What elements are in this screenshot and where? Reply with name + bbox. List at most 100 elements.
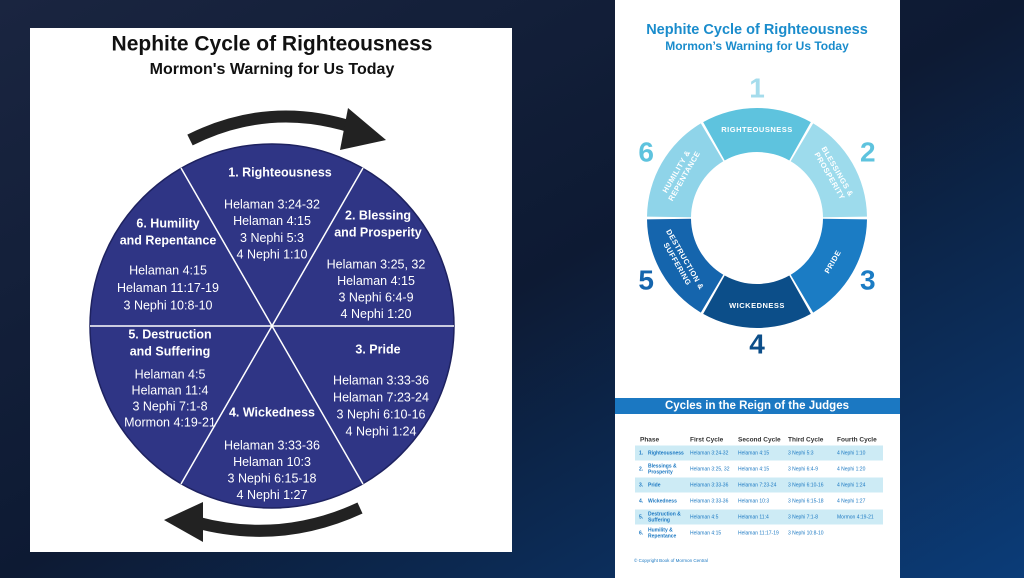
row-number: 3. (639, 482, 644, 488)
row-cell: 3 Nephi 6:15-18 (788, 498, 824, 504)
segment-label: WICKEDNESS (729, 301, 785, 310)
sector-reference: Helaman 3:24-32 (224, 197, 320, 211)
sector-reference: Helaman 11:4 (132, 383, 209, 397)
row-phase: Wickedness (648, 498, 677, 504)
row-cell: Helaman 3:33-36 (690, 482, 729, 488)
table-header: First Cycle (690, 437, 724, 444)
sector-reference: Helaman 3:33-36 (333, 373, 429, 387)
row-cell: 4 Nephi 1:27 (837, 498, 866, 504)
ring-segment (790, 218, 867, 313)
ring-segment (703, 108, 811, 161)
left-subtitle: Mormon's Warning for Us Today (150, 61, 395, 78)
row-background (635, 445, 883, 461)
arrow-bottom-head (164, 502, 203, 542)
sector-title: and Prosperity (334, 225, 422, 239)
sector-reference: 3 Nephi 6:10-16 (337, 407, 426, 421)
sector-reference: Helaman 4:15 (129, 263, 207, 277)
row-phase: Humility & (648, 527, 673, 533)
sector-reference: Mormon 4:19-21 (124, 415, 216, 429)
row-cell: Mormon 4:19-21 (837, 514, 874, 520)
sector-reference: 3 Nephi 10:8-10 (124, 298, 213, 312)
ring-segment (647, 218, 724, 313)
row-phase: Suffering (648, 517, 670, 523)
sector-reference: Helaman 7:23-24 (333, 390, 429, 404)
row-cell: Helaman 11:17-19 (738, 530, 779, 536)
segment-label: RIGHTEOUSNESS (721, 125, 793, 134)
sector-dividers (90, 167, 454, 485)
row-number: 1. (639, 450, 644, 456)
table-header: Phase (640, 437, 660, 444)
sector-reference: 3 Nephi 5:3 (240, 231, 304, 245)
row-cell: 3 Nephi 6:10-16 (788, 482, 824, 488)
row-cell: Helaman 4:5 (690, 514, 719, 520)
arrow-bottom (193, 502, 363, 537)
sector-reference: Helaman 3:33-36 (224, 438, 320, 452)
row-cell: Helaman 4:15 (738, 466, 769, 472)
arrow-top-head (340, 108, 386, 150)
sector-reference: 4 Nephi 1:10 (237, 248, 308, 262)
sector-reference: 3 Nephi 6:4-9 (338, 290, 413, 304)
row-cell: Helaman 4:15 (738, 450, 769, 456)
ring-segment (790, 123, 867, 218)
row-cell: Helaman 3:25, 32 (690, 466, 730, 472)
row-phase: Repentance (648, 533, 677, 539)
row-cell: Helaman 7:23-24 (738, 482, 777, 488)
ring-segment (647, 123, 724, 218)
row-number: 4. (639, 498, 644, 504)
row-cell: Helaman 11:4 (738, 514, 769, 520)
row-phase: Prosperity (648, 469, 673, 475)
sector-reference: 4 Nephi 1:24 (346, 424, 417, 438)
row-phase: Pride (648, 482, 661, 488)
table-title: Cycles in the Reign of the Judges (665, 400, 849, 412)
segment-number: 1 (749, 72, 765, 103)
row-number: 2. (639, 466, 644, 472)
sector-title: 4. Wickedness (229, 405, 315, 419)
row-cell: Helaman 10:3 (738, 498, 769, 504)
row-cell: 3 Nephi 7:1-8 (788, 514, 818, 520)
sector-title: and Repentance (120, 233, 217, 247)
sector-title: and Suffering (130, 344, 211, 358)
row-cell: 3 Nephi 6:4-9 (788, 466, 818, 472)
arrow-top (187, 110, 357, 146)
table-header: Second Cycle (738, 437, 781, 444)
row-cell: 4 Nephi 1:10 (837, 450, 866, 456)
sector-reference: Helaman 4:15 (233, 214, 311, 228)
sector-title: 1. Righteousness (228, 165, 332, 179)
segment-number: 2 (860, 136, 876, 167)
sector-title: 6. Humility (136, 216, 199, 230)
ring-segment (703, 275, 811, 328)
row-cell: 3 Nephi 5:3 (788, 450, 814, 456)
right-subtitle: Mormon’s Warning for Us Today (665, 39, 849, 53)
row-cell: 4 Nephi 1:24 (837, 482, 866, 488)
left-title: Nephite Cycle of Righteousness (112, 33, 433, 56)
segment-number: 6 (638, 136, 654, 167)
row-number: 6. (639, 530, 644, 536)
row-background (635, 477, 883, 493)
sector-reference: 4 Nephi 1:20 (341, 307, 412, 321)
sector-reference: 3 Nephi 6:15-18 (228, 471, 317, 485)
row-phase: Blessings & (648, 463, 677, 469)
row-cell: Helaman 4:15 (690, 530, 721, 536)
sector-reference: Helaman 3:25, 32 (327, 257, 426, 271)
row-cell: 4 Nephi 1:20 (837, 466, 866, 472)
sector-reference: 4 Nephi 1:27 (237, 488, 308, 502)
row-cell: Helaman 3:33-36 (690, 498, 729, 504)
table-title-bar (615, 398, 900, 414)
sector-title: 5. Destruction (128, 327, 211, 341)
row-number: 5. (639, 514, 644, 520)
sector-reference: Helaman 4:5 (135, 367, 206, 381)
sector-reference: Helaman 11:17-19 (117, 281, 219, 295)
right-title: Nephite Cycle of Righteousness (646, 22, 868, 38)
sector-title: 2. Blessing (345, 208, 411, 222)
row-background (635, 509, 883, 525)
footer: © Copyright Book of Mormon Central (634, 557, 708, 563)
sector-reference: 3 Nephi 7:1-8 (132, 399, 207, 413)
sector-title: 3. Pride (355, 342, 400, 356)
row-phase: Destruction & (648, 511, 681, 517)
sector-reference: Helaman 4:15 (337, 274, 415, 288)
row-phase: Righteousness (648, 450, 684, 456)
segment-number: 4 (749, 328, 765, 359)
segment-number: 5 (638, 264, 654, 295)
